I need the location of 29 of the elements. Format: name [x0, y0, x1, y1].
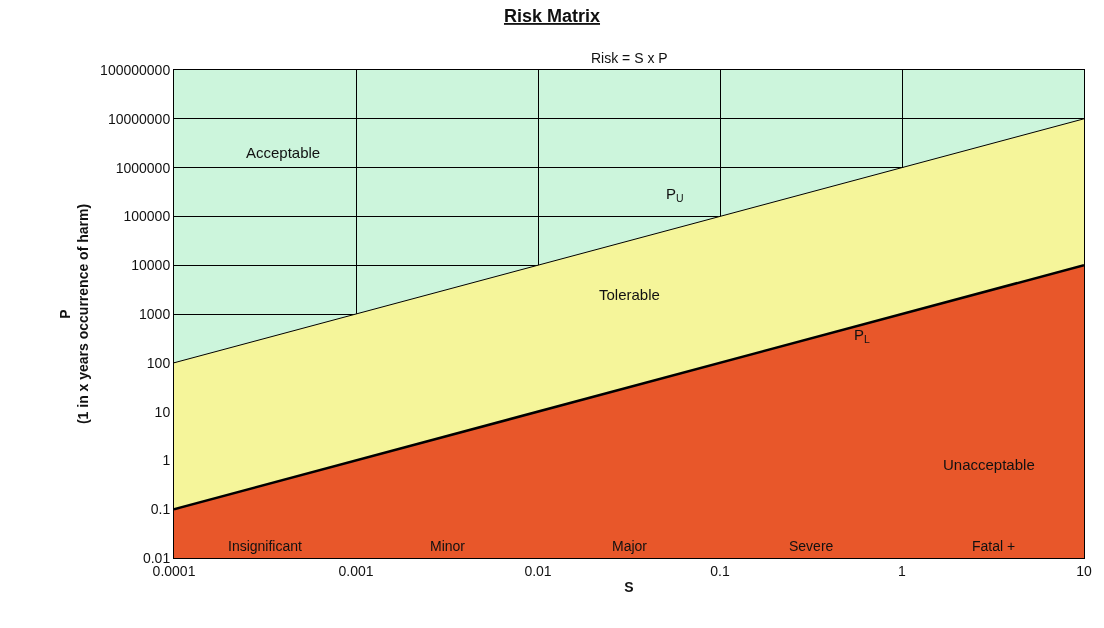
y-tick-label: 100000000 [100, 61, 171, 78]
x-tick-label: 10 [1076, 562, 1092, 579]
annotation: P$_{U}$ [666, 185, 684, 205]
annotation: P$_{L}$ [854, 326, 871, 346]
y-tick-label: 1 [162, 452, 171, 469]
annotation: Acceptable [246, 144, 321, 161]
annotation: Fatal + [972, 538, 1016, 554]
chart-subtitle: Risk = S x P [591, 50, 668, 66]
chart-title: Risk Matrix [503, 6, 601, 27]
x-tick-label: 0.001 [338, 562, 374, 579]
series-label: Unacceptable [943, 456, 1035, 473]
x-tick-label: 0.01 [524, 562, 552, 579]
annotation: Severe [789, 538, 834, 554]
annotation: Insignificant [228, 538, 303, 554]
y-tick-label: 100000 [123, 208, 171, 225]
annotation: Minor [430, 538, 466, 554]
x-tick-label: 1 [898, 562, 907, 579]
y-tick-label: 0.1 [150, 501, 171, 518]
y-tick-label: 1000000 [115, 159, 171, 176]
x-tick-label: 0.1 [710, 562, 730, 579]
x-axis-title: S [624, 579, 634, 596]
y-tick-label: 100 [146, 354, 171, 371]
y-axis-title: P (1 in x years occurrence of harm) [56, 203, 91, 425]
y-tick-label: 10 [154, 403, 171, 420]
y-tick-label: 10000 [131, 257, 171, 274]
y-tick-label: 1000 [139, 305, 171, 322]
annotation: Major [612, 538, 648, 554]
y-tick-label: 10000000 [107, 110, 171, 127]
series-label: Tolerable [599, 286, 660, 303]
